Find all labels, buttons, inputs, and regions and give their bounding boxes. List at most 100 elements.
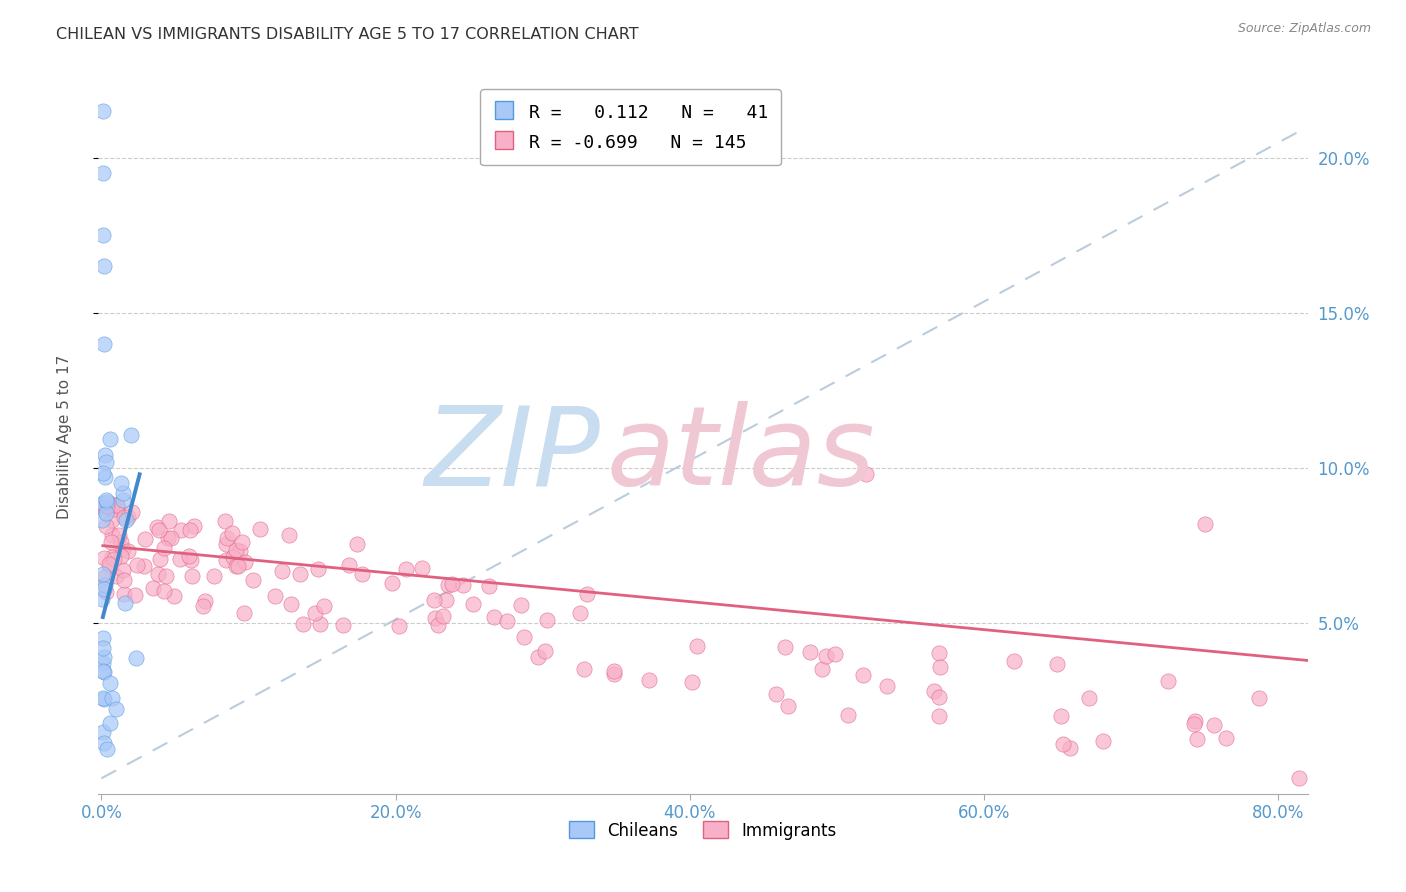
Point <box>91 228 114 243</box>
Point <box>98 557 121 571</box>
Point <box>233 606 256 620</box>
Point <box>681 674 703 689</box>
Point <box>94 455 117 469</box>
Point <box>215 553 238 567</box>
Point <box>93 448 115 462</box>
Point <box>288 567 311 582</box>
Point <box>1045 657 1067 672</box>
Point <box>215 531 238 545</box>
Point <box>112 573 135 587</box>
Point <box>233 556 256 570</box>
Point <box>96 518 118 533</box>
Point <box>153 541 176 555</box>
Point <box>1288 772 1310 786</box>
Text: CHILEAN VS IMMIGRANTS DISABILITY AGE 5 TO 17 CORRELATION CHART: CHILEAN VS IMMIGRANTS DISABILITY AGE 5 T… <box>56 27 638 42</box>
Point <box>773 640 796 654</box>
Point <box>94 470 117 484</box>
Point <box>93 736 115 750</box>
Point <box>94 584 117 599</box>
Point <box>264 589 287 603</box>
Point <box>157 514 180 528</box>
Point <box>105 498 128 512</box>
Point <box>222 549 245 564</box>
Point <box>94 570 117 584</box>
Point <box>440 577 463 591</box>
Point <box>134 532 156 546</box>
Point <box>91 631 114 645</box>
Point <box>149 551 172 566</box>
Point <box>225 542 247 557</box>
Point <box>98 559 121 574</box>
Legend: Chileans, Immigrants: Chileans, Immigrants <box>562 814 844 847</box>
Point <box>1182 717 1205 731</box>
Point <box>105 702 128 716</box>
Point <box>576 587 599 601</box>
Point <box>215 537 238 551</box>
Point <box>536 613 558 627</box>
Point <box>91 166 114 180</box>
Point <box>314 599 336 614</box>
Point <box>1002 654 1025 668</box>
Point <box>91 104 114 119</box>
Point <box>100 691 122 706</box>
Point <box>111 563 134 577</box>
Point <box>93 337 115 351</box>
Point <box>423 611 446 625</box>
Point <box>114 597 136 611</box>
Point <box>91 725 114 739</box>
Point <box>603 666 626 681</box>
Point <box>146 567 169 582</box>
Point <box>107 499 129 513</box>
Point <box>91 690 114 705</box>
Point <box>169 551 191 566</box>
Point <box>105 569 128 583</box>
Point <box>96 499 118 513</box>
Point <box>242 573 264 587</box>
Point <box>929 660 952 674</box>
Point <box>91 656 114 670</box>
Point <box>105 500 128 515</box>
Text: ZIP: ZIP <box>425 401 600 508</box>
Point <box>249 522 271 536</box>
Point <box>94 506 117 520</box>
Point <box>304 607 326 621</box>
Point <box>96 492 118 507</box>
Point <box>98 715 121 730</box>
Point <box>1059 740 1081 755</box>
Point <box>229 543 252 558</box>
Point <box>231 534 253 549</box>
Point <box>876 680 898 694</box>
Point <box>100 535 122 549</box>
Point <box>824 647 846 661</box>
Point <box>93 551 115 566</box>
Point <box>214 514 236 528</box>
Point <box>527 650 550 665</box>
Point <box>225 559 247 574</box>
Point <box>91 467 114 481</box>
Point <box>93 582 115 596</box>
Point <box>855 467 877 482</box>
Text: Source: ZipAtlas.com: Source: ZipAtlas.com <box>1237 22 1371 36</box>
Point <box>352 567 374 582</box>
Point <box>814 648 837 663</box>
Point <box>170 523 193 537</box>
Point <box>183 519 205 533</box>
Point <box>101 513 124 527</box>
Point <box>928 709 950 723</box>
Point <box>811 662 834 676</box>
Point <box>93 649 115 664</box>
Point <box>159 532 181 546</box>
Point <box>117 543 139 558</box>
Point <box>120 427 142 442</box>
Point <box>112 542 135 557</box>
Point <box>411 561 433 575</box>
Point <box>277 527 299 541</box>
Point <box>381 575 404 590</box>
Point <box>928 646 950 660</box>
Point <box>91 640 114 655</box>
Point <box>111 492 134 507</box>
Point <box>572 662 595 676</box>
Point <box>146 520 169 534</box>
Point <box>112 509 135 524</box>
Point <box>93 502 115 516</box>
